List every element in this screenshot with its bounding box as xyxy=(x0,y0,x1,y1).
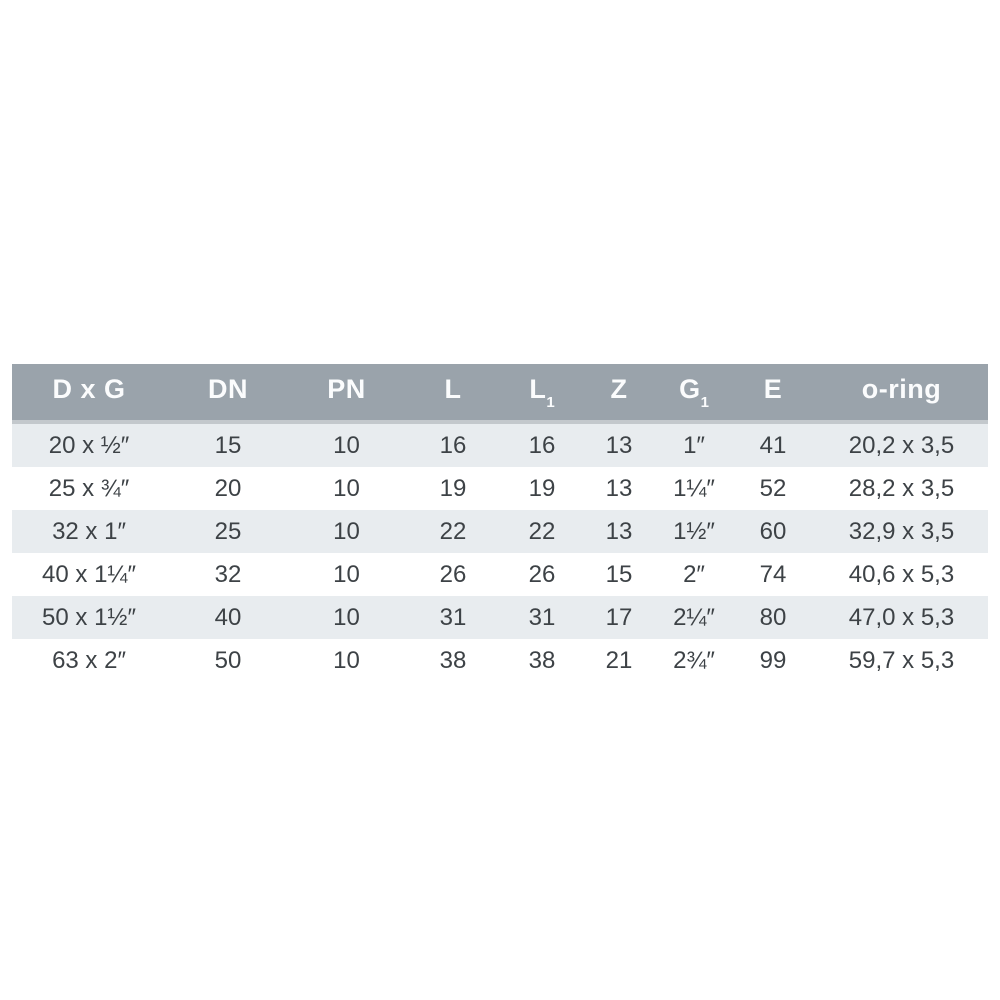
table-row: 25 x ¾″ 20 10 19 19 13 1¼″ 52 28,2 x 3,5 xyxy=(12,467,988,510)
cell-oring: 59,7 x 5,3 xyxy=(815,639,988,682)
col-header-subscript: 1 xyxy=(546,393,555,411)
col-header-z: Z xyxy=(581,364,657,424)
cell-g1: 1¼″ xyxy=(657,467,731,510)
cell-pn: 10 xyxy=(290,510,403,553)
cell-l: 16 xyxy=(403,422,503,467)
cell-z: 13 xyxy=(581,422,657,467)
col-header-label: DN xyxy=(208,373,248,404)
cell-z: 21 xyxy=(581,639,657,682)
col-header-label: D x G xyxy=(52,373,126,404)
cell-dxg: 50 x 1½″ xyxy=(12,596,166,639)
cell-pn: 10 xyxy=(290,596,403,639)
cell-l1: 26 xyxy=(503,553,581,596)
cell-z: 15 xyxy=(581,553,657,596)
cell-oring: 28,2 x 3,5 xyxy=(815,467,988,510)
cell-z: 13 xyxy=(581,467,657,510)
col-header-l1: L1 xyxy=(503,364,581,424)
cell-dxg: 25 x ¾″ xyxy=(12,467,166,510)
cell-dxg: 40 x 1¼″ xyxy=(12,553,166,596)
cell-e: 52 xyxy=(731,467,815,510)
cell-l: 31 xyxy=(403,596,503,639)
col-header-subscript: 1 xyxy=(700,393,709,411)
cell-dxg: 32 x 1″ xyxy=(12,510,166,553)
cell-l1: 19 xyxy=(503,467,581,510)
cell-dn: 40 xyxy=(166,596,290,639)
cell-g1: 2″ xyxy=(657,553,731,596)
cell-dxg: 63 x 2″ xyxy=(12,639,166,682)
col-header-label: Z xyxy=(610,373,628,404)
col-header-oring: o-ring xyxy=(815,364,988,424)
cell-dn: 20 xyxy=(166,467,290,510)
cell-l1: 31 xyxy=(503,596,581,639)
cell-e: 41 xyxy=(731,422,815,467)
cell-pn: 10 xyxy=(290,467,403,510)
cell-e: 99 xyxy=(731,639,815,682)
col-header-pn: PN xyxy=(290,364,403,424)
cell-oring: 47,0 x 5,3 xyxy=(815,596,988,639)
cell-e: 80 xyxy=(731,596,815,639)
cell-oring: 20,2 x 3,5 xyxy=(815,422,988,467)
cell-l: 19 xyxy=(403,467,503,510)
cell-pn: 10 xyxy=(290,639,403,682)
col-header-e: E xyxy=(731,364,815,424)
cell-e: 74 xyxy=(731,553,815,596)
col-header-label: o-ring xyxy=(861,373,942,404)
cell-g1: 1½″ xyxy=(657,510,731,553)
table-body: 20 x ½″ 15 10 16 16 13 1″ 41 20,2 x 3,5 25 x ¾″ 20… xyxy=(12,422,988,682)
cell-g1: 1″ xyxy=(657,422,731,467)
col-header-l: L xyxy=(403,364,503,424)
cell-dn: 15 xyxy=(166,422,290,467)
cell-l: 38 xyxy=(403,639,503,682)
col-header-label: L xyxy=(529,373,547,404)
cell-z: 13 xyxy=(581,510,657,553)
col-header-dn: DN xyxy=(166,364,290,424)
cell-e: 60 xyxy=(731,510,815,553)
col-header-label: G xyxy=(679,373,701,404)
cell-pn: 10 xyxy=(290,422,403,467)
cell-z: 17 xyxy=(581,596,657,639)
col-header-g1: G1 xyxy=(657,364,731,424)
cell-g1: 2¼″ xyxy=(657,596,731,639)
col-header-label: E xyxy=(763,373,783,404)
cell-g1: 2¾″ xyxy=(657,639,731,682)
col-header-dxg: D x G xyxy=(12,364,166,424)
cell-oring: 32,9 x 3,5 xyxy=(815,510,988,553)
cell-dxg: 20 x ½″ xyxy=(12,422,166,467)
table-row: 40 x 1¼″ 32 10 26 26 15 2″ 74 40,6 x 5,3 xyxy=(12,553,988,596)
cell-l: 22 xyxy=(403,510,503,553)
table-row: 63 x 2″ 50 10 38 38 21 2¾″ 99 59,7 x 5,3 xyxy=(12,639,988,682)
cell-dn: 50 xyxy=(166,639,290,682)
table-row: 20 x ½″ 15 10 16 16 13 1″ 41 20,2 x 3,5 xyxy=(12,422,988,467)
table-row: 32 x 1″ 25 10 22 22 13 1½″ 60 32,9 x 3,5 xyxy=(12,510,988,553)
cell-l1: 22 xyxy=(503,510,581,553)
table-row: 50 x 1½″ 40 10 31 31 17 2¼″ 80 47,0 x 5,3 xyxy=(12,596,988,639)
cell-pn: 10 xyxy=(290,553,403,596)
cell-dn: 25 xyxy=(166,510,290,553)
col-header-label: PN xyxy=(327,373,366,404)
cell-oring: 40,6 x 5,3 xyxy=(815,553,988,596)
col-header-label: L xyxy=(444,373,462,404)
cell-dn: 32 xyxy=(166,553,290,596)
cell-l1: 16 xyxy=(503,422,581,467)
cell-l: 26 xyxy=(403,553,503,596)
cell-l1: 38 xyxy=(503,639,581,682)
